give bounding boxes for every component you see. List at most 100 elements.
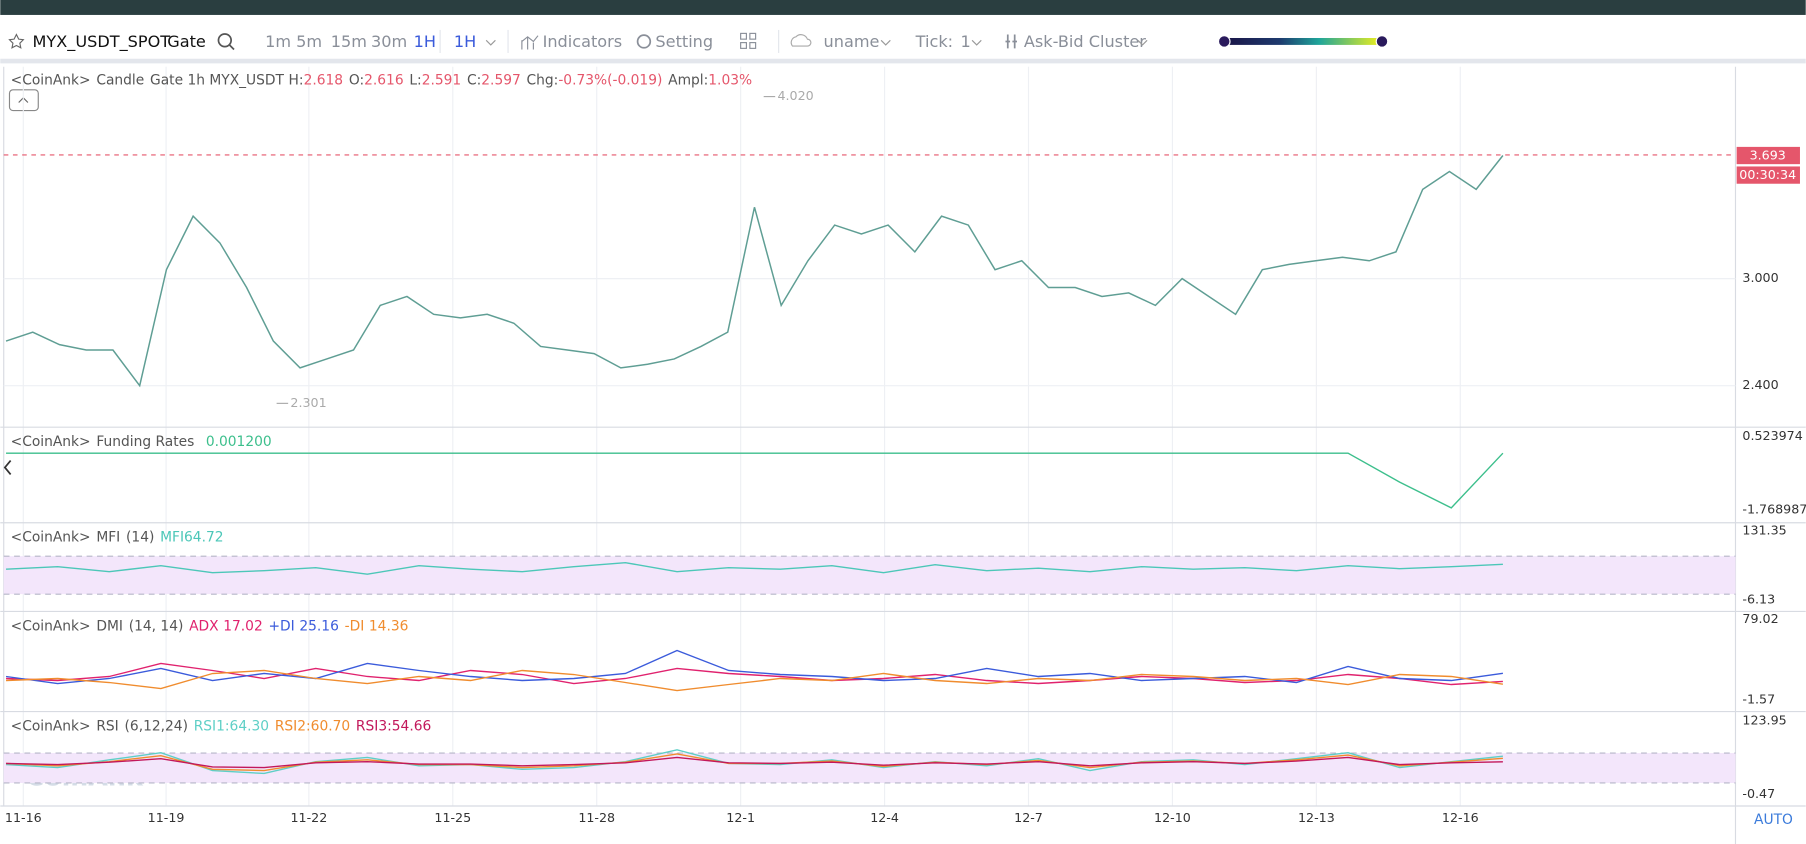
y-tick-label: 123.95 (1742, 712, 1786, 727)
y-tick-label: 79.02 (1742, 611, 1778, 626)
gradient-handle[interactable] (1375, 35, 1389, 48)
high-label: 4.020 (777, 88, 813, 103)
x-tick-label: 12-4 (870, 810, 899, 825)
gradient-handle[interactable] (1217, 35, 1231, 48)
x-tick-label: 12-7 (1014, 810, 1043, 825)
legend-item: Candle (96, 73, 144, 89)
setting-button[interactable]: Setting (655, 32, 713, 51)
interval-menu[interactable]: 1H (454, 32, 476, 51)
legend-item: <CoinAnk> (11, 530, 91, 546)
tick-label: Tick: (915, 32, 953, 51)
cloud-icon (790, 34, 812, 47)
x-tick-label: 12-1 (726, 810, 755, 825)
legend-item: -0.73%(-0.019) (558, 73, 662, 89)
legend-item: 60.70 (311, 719, 351, 735)
layout-icon[interactable] (740, 32, 757, 49)
caret (971, 39, 982, 46)
x-tick-label: 11-28 (578, 810, 615, 825)
panel-legend: <CoinAnk> MFI (14) MFI64.72 (11, 530, 224, 546)
legend-item: Ampl: (668, 73, 708, 89)
legend-item: (14) (126, 530, 154, 546)
countdown-label: 00:30:34 (1739, 167, 1796, 182)
interval-button[interactable]: 1H (414, 32, 436, 51)
series-line (5, 649, 1503, 685)
legend-item: 1.03% (708, 73, 752, 89)
star-icon[interactable] (8, 33, 25, 49)
panel-legend: <CoinAnk> DMI (14, 14) ADX 17.02 +DI 25.16 -DI 1… (11, 618, 409, 634)
legend-item: DMI (96, 618, 123, 634)
legend-item: 25.16 (299, 618, 339, 634)
panel-legend: <CoinAnk> Funding Rates 0.001200 (11, 434, 272, 450)
legend-item: <CoinAnk> (11, 434, 91, 450)
panel-legend: <CoinAnk> RSI (6,12,24) RSI1:64.30 RSI2:60.7… (11, 719, 432, 735)
legend-item: 14.36 (369, 618, 409, 634)
legend-item: 54.66 (392, 719, 431, 735)
y-tick-label: -1.768987 (1742, 502, 1806, 517)
setting-icon (636, 34, 652, 49)
cluster-menu[interactable]: Ask-Bid Cluster (1024, 32, 1146, 51)
panels: 11-16 11-19 11-22 11-25 11-28 12-1 12-4 12-7 12-… (0, 66, 1806, 825)
legend-item: (6,12,24) (125, 719, 188, 735)
exchange[interactable]: Gate (167, 32, 206, 51)
toolbar (0, 14, 1806, 62)
x-tick-label: 11-16 (5, 810, 42, 825)
overbought-band (3, 556, 1736, 595)
legend-item: RSI (96, 719, 118, 735)
legend-item: RSI1: (194, 719, 230, 735)
search-icon[interactable] (217, 33, 235, 51)
interval-button[interactable]: 5m (296, 32, 322, 51)
legend-item: 0.001200 (206, 434, 272, 450)
legend-item: RSI2: (275, 719, 311, 735)
auto-button[interactable]: AUTO (1754, 812, 1793, 828)
y-tick-label: 0.523974 (1742, 428, 1802, 443)
legend-item: C: (467, 73, 481, 89)
legend-item: O: (349, 73, 364, 89)
legend-item: -DI (345, 618, 365, 634)
tick-value[interactable]: 1 (961, 32, 971, 51)
legend-item: ADX (189, 618, 219, 634)
legend-item: H: (289, 73, 304, 89)
interval-button[interactable]: 1m (265, 32, 291, 51)
legend-item: RSI3: (356, 719, 392, 735)
series-line (6, 662, 1503, 686)
x-tick-label: 12-13 (1298, 810, 1335, 825)
x-tick-label: 11-22 (290, 810, 327, 825)
legend-item: 2.618 (304, 73, 344, 89)
x-tick-label: 11-25 (434, 810, 471, 825)
low-label: 2.301 (290, 395, 326, 410)
legend-item: L: (409, 73, 421, 89)
caret (1137, 39, 1148, 46)
interval-button[interactable]: 30m (371, 32, 407, 51)
legend-item: Chg: (527, 73, 559, 89)
caret (485, 39, 496, 46)
x-tick-label: 12-16 (1442, 810, 1479, 825)
legend-item: 64.30 (230, 719, 270, 735)
countdown-tag (1736, 166, 1800, 184)
overbought-band (3, 753, 1736, 783)
y-tick-label: 2.400 (1742, 377, 1778, 392)
y-tick-label: 3.000 (1742, 270, 1778, 285)
x-tick-label: 12-10 (1154, 810, 1191, 825)
legend-item: 17.02 (223, 618, 262, 634)
series-line (6, 756, 1503, 769)
scroll-left[interactable] (3, 460, 12, 475)
indicators-button[interactable]: Indicators (543, 32, 623, 51)
intervals: 1m 5m 15m 30m 1H (265, 32, 436, 51)
y-tick-label: -0.47 (1742, 786, 1775, 801)
cluster-icon (1005, 34, 1017, 49)
caret (880, 39, 891, 46)
legend-item: 2.591 (422, 73, 462, 89)
series-line (6, 669, 1503, 692)
y-tick-label: -6.13 (1742, 591, 1775, 606)
user-menu[interactable]: uname (824, 32, 880, 51)
series-line (6, 452, 1504, 509)
series-line (6, 561, 1503, 575)
legend-item: 2.597 (481, 73, 520, 89)
series-line (5, 155, 1504, 388)
legend-item: <CoinAnk> (11, 719, 91, 735)
interval-button[interactable]: 15m (331, 32, 367, 51)
legend-item: <CoinAnk> (11, 73, 91, 89)
heat-gradient (1224, 37, 1382, 45)
symbol[interactable]: MYX_USDT_SPOT (33, 32, 171, 52)
